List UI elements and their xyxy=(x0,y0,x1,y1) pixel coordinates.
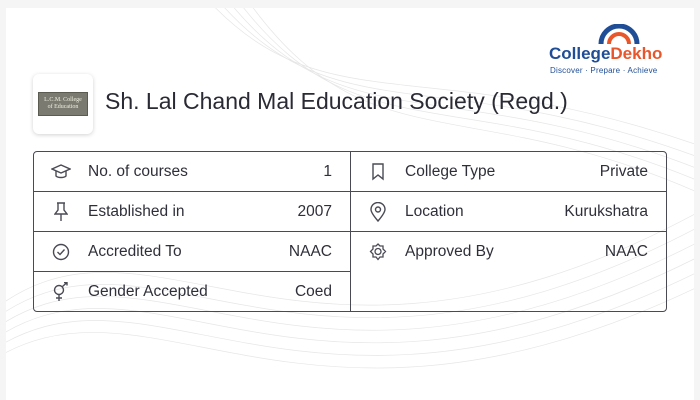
detail-label: Gender Accepted xyxy=(88,283,208,300)
brand-tagline: Discover · Prepare · Achieve xyxy=(550,66,658,75)
location-icon xyxy=(367,201,389,223)
background-waves xyxy=(6,8,694,369)
detail-row-location: Location Kurukshatra xyxy=(351,192,666,232)
check-circle-icon xyxy=(50,241,72,263)
gender-icon xyxy=(50,281,72,303)
bookmark-icon xyxy=(367,161,389,183)
detail-row-gender: Gender Accepted Coed xyxy=(34,272,350,312)
detail-value: NAAC xyxy=(604,243,648,260)
detail-value: Private xyxy=(599,162,648,180)
college-info-card: CollegeDekho Discover · Prepare · Achiev… xyxy=(6,8,694,400)
detail-row-accredited: Accredited To NAAC xyxy=(34,232,350,272)
detail-label: College Type xyxy=(405,162,496,180)
detail-value: Kurukshatra xyxy=(564,202,648,220)
detail-row-established: Established in 2007 xyxy=(34,192,350,232)
details-table: No. of courses 1 Established in 2007 Acc… xyxy=(33,151,667,312)
badge-icon xyxy=(367,241,389,263)
pin-icon xyxy=(50,201,72,223)
detail-value: 2007 xyxy=(297,202,332,220)
detail-label: Established in xyxy=(88,202,185,220)
detail-row-courses: No. of courses 1 xyxy=(34,152,350,192)
detail-value: Coed xyxy=(294,283,332,300)
detail-label: No. of courses xyxy=(88,162,188,180)
column-divider xyxy=(350,152,351,311)
college-logo-image: L.C.M. College of Education xyxy=(38,92,88,116)
brand-arc-icon xyxy=(598,24,640,45)
college-title: Sh. Lal Chand Mal Education Society (Reg… xyxy=(105,88,568,114)
collegedekho-logo[interactable]: CollegeDekho Discover · Prepare · Achiev… xyxy=(549,24,689,80)
detail-label: Approved By xyxy=(405,243,494,260)
graduation-cap-icon xyxy=(50,161,72,183)
detail-row-college-type: College Type Private xyxy=(351,152,666,192)
detail-row-approved: Approved By NAAC xyxy=(351,232,666,272)
college-logo: L.C.M. College of Education xyxy=(33,74,93,134)
detail-value: NAAC xyxy=(288,242,332,260)
brand-name: CollegeDekho xyxy=(549,44,663,63)
detail-label: Location xyxy=(405,202,464,220)
detail-value: 1 xyxy=(323,162,332,180)
detail-label: Accredited To xyxy=(88,242,182,260)
